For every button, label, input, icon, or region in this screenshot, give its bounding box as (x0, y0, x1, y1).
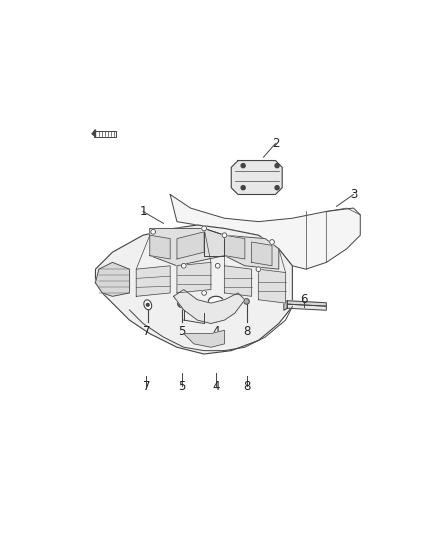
Polygon shape (170, 195, 360, 269)
Polygon shape (92, 130, 95, 137)
Polygon shape (258, 269, 286, 303)
Text: 3: 3 (350, 188, 357, 201)
Circle shape (178, 298, 187, 308)
Text: 7: 7 (143, 380, 150, 393)
Polygon shape (251, 242, 272, 266)
Polygon shape (231, 160, 282, 195)
Ellipse shape (144, 300, 152, 310)
Polygon shape (224, 266, 251, 296)
Polygon shape (173, 289, 245, 324)
Text: 2: 2 (272, 137, 279, 150)
Circle shape (256, 267, 261, 271)
Polygon shape (287, 304, 326, 310)
Circle shape (146, 303, 149, 306)
Text: 4: 4 (212, 326, 220, 338)
Ellipse shape (208, 296, 224, 306)
Text: 1: 1 (139, 205, 147, 218)
Circle shape (275, 185, 279, 190)
Polygon shape (150, 229, 224, 266)
Text: 5: 5 (178, 380, 186, 393)
Circle shape (215, 263, 220, 268)
Text: 4: 4 (212, 380, 220, 393)
Polygon shape (136, 266, 170, 296)
Text: 7: 7 (143, 326, 150, 338)
Polygon shape (177, 262, 211, 293)
Polygon shape (95, 225, 293, 354)
Circle shape (241, 164, 245, 168)
Polygon shape (184, 330, 224, 347)
Text: 6: 6 (300, 293, 308, 306)
Polygon shape (224, 235, 245, 259)
Text: 8: 8 (243, 380, 250, 393)
Circle shape (270, 240, 274, 245)
Polygon shape (284, 301, 287, 310)
Polygon shape (95, 262, 130, 296)
Text: 5: 5 (178, 326, 186, 338)
Polygon shape (287, 301, 326, 306)
Polygon shape (150, 235, 170, 259)
Circle shape (222, 233, 227, 238)
Circle shape (244, 298, 249, 304)
Polygon shape (177, 232, 204, 259)
Text: 8: 8 (243, 326, 250, 338)
Polygon shape (94, 131, 116, 137)
Ellipse shape (179, 301, 185, 304)
Circle shape (151, 229, 155, 234)
Circle shape (181, 263, 186, 268)
Circle shape (241, 185, 245, 190)
Circle shape (202, 226, 206, 231)
Circle shape (202, 290, 206, 295)
Circle shape (275, 164, 279, 168)
Polygon shape (224, 235, 279, 269)
